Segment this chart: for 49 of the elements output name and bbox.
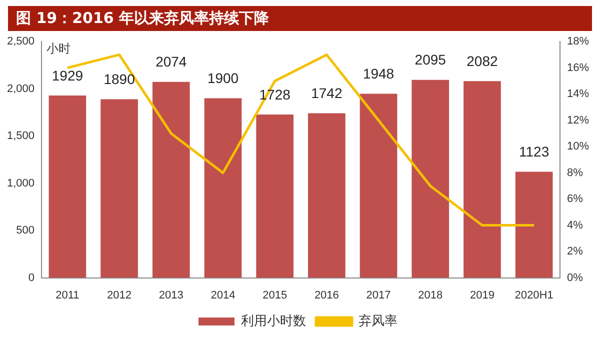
bar [256, 114, 294, 278]
y2-tick-label: 18% [566, 36, 590, 48]
bar [100, 99, 138, 278]
x-tick-label: 2018 [418, 289, 443, 302]
x-tick-label: 2013 [158, 289, 184, 302]
bar [48, 96, 86, 278]
y2-tick-label: 10% [566, 140, 590, 153]
y-tick-label: 2,000 [6, 82, 35, 95]
data-label: 1900 [207, 70, 239, 86]
data-label: 1948 [362, 66, 394, 82]
bar [308, 113, 346, 278]
bar [152, 82, 190, 278]
y-tick-label: 0 [28, 272, 35, 284]
x-tick-label: 2015 [262, 289, 288, 302]
data-label: 1123 [519, 144, 550, 160]
data-label: 1890 [104, 71, 136, 88]
y2-tick-label: 6% [566, 193, 584, 206]
bar [204, 98, 242, 278]
chart-title: 图 19：2016 年以来弃风率持续下降 [8, 6, 592, 31]
x-tick-label: 2020H1 [514, 289, 554, 302]
y-axis-title: 小时 [46, 42, 71, 56]
x-tick-label: 2019 [470, 289, 494, 302]
bar [464, 81, 501, 278]
bar [360, 94, 398, 278]
y2-tick-label: 16% [566, 62, 590, 74]
y2-tick-label: 12% [566, 114, 590, 126]
x-tick-label: 2014 [210, 289, 236, 302]
y2-tick-label: 8% [566, 166, 584, 179]
data-label: 2074 [156, 54, 187, 70]
x-tick-label: 2017 [366, 289, 391, 302]
data-label: 2095 [414, 52, 446, 68]
bar [412, 80, 450, 278]
y-tick-label: 2,500 [6, 36, 35, 48]
x-tick-label: 2011 [56, 289, 80, 302]
y-tick-label: 1,000 [6, 177, 35, 190]
y2-tick-label: 0% [566, 272, 584, 284]
x-tick-label: 2016 [314, 289, 339, 302]
data-label: 2082 [466, 52, 498, 69]
y2-tick-label: 4% [566, 219, 584, 232]
y2-tick-label: 2% [566, 246, 584, 258]
data-label: 1742 [311, 85, 342, 102]
bar [515, 172, 553, 278]
y-tick-label: 500 [16, 224, 35, 237]
x-tick-label: 2012 [107, 289, 132, 302]
y-tick-label: 1,500 [6, 130, 35, 142]
y2-tick-label: 14% [566, 88, 590, 100]
data-label: 1929 [52, 67, 84, 84]
legend-label: 利用小时数 [241, 313, 306, 328]
legend-label: 弃风率 [358, 313, 398, 328]
